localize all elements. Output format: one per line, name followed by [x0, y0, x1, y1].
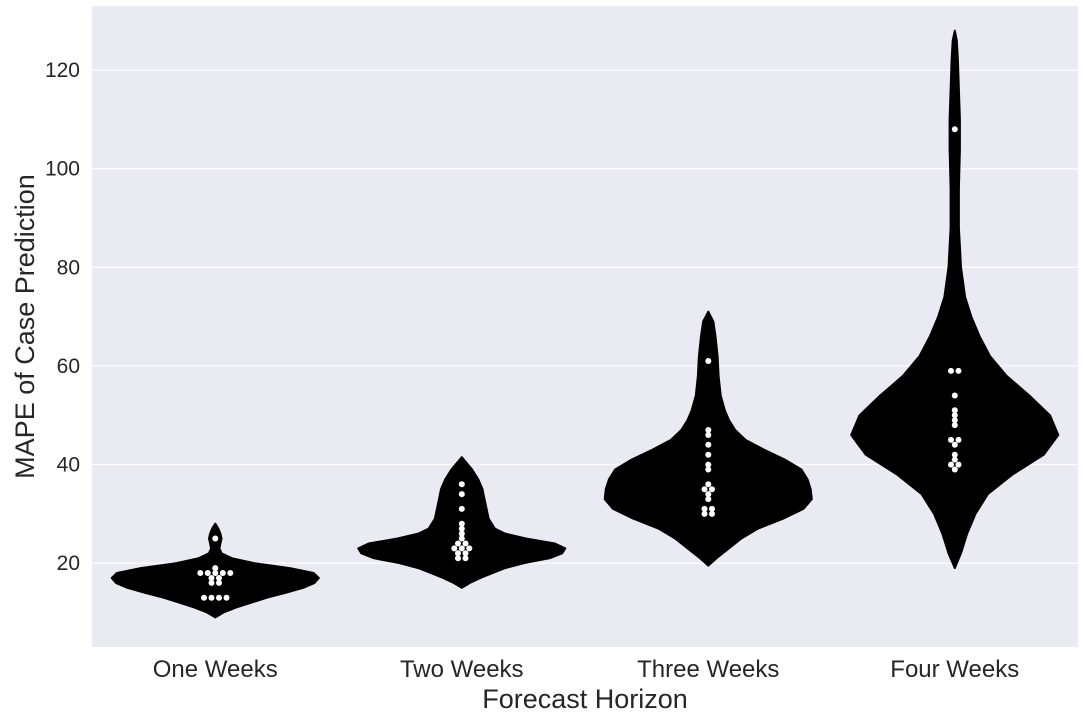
point-1-9 [197, 570, 204, 576]
point-1-6 [216, 579, 222, 586]
y-tick-label-100: 100 [45, 158, 80, 181]
point-3-14 [705, 432, 712, 438]
y-tick-label-60: 60 [57, 355, 80, 378]
point-1-10 [204, 570, 211, 576]
point-2-15 [458, 491, 465, 498]
x-tick-label-1: One Weeks [153, 656, 278, 683]
point-2-9 [462, 540, 469, 547]
x-tick-label-3: Three Weeks [637, 656, 779, 683]
data-points [197, 126, 962, 601]
point-3-4 [709, 505, 715, 512]
point-2-8 [455, 540, 461, 547]
point-2-13 [458, 520, 465, 527]
point-1-15 [212, 535, 219, 542]
point-3-13 [705, 441, 712, 448]
x-tick-label-4: Four Weeks [890, 656, 1019, 683]
point-4-8 [955, 436, 962, 443]
point-3-15 [705, 427, 712, 433]
point-2-2 [462, 555, 469, 562]
point-1-12 [219, 570, 226, 576]
point-3-3 [701, 505, 708, 512]
violin-3 [603, 310, 813, 567]
point-1-11 [212, 570, 219, 576]
point-3-8 [709, 486, 715, 493]
point-4-2 [948, 461, 954, 468]
point-3-6 [705, 491, 712, 498]
point-4-13 [951, 392, 958, 399]
x-tick-label-2: Two Weeks [400, 656, 524, 683]
point-2-4 [462, 550, 469, 557]
point-2-16 [458, 481, 465, 488]
plot-area [92, 6, 1078, 647]
point-2-6 [458, 545, 465, 552]
point-2-11 [458, 530, 465, 537]
gridlines [92, 69, 1078, 564]
x-axis-title: Forecast Horizon [482, 684, 688, 714]
point-2-5 [451, 545, 458, 552]
y-tick-label-20: 20 [57, 552, 80, 575]
point-3-9 [705, 481, 712, 488]
violin-4 [850, 29, 1060, 570]
point-4-14 [948, 367, 954, 374]
point-3-11 [705, 461, 712, 468]
point-1-5 [208, 579, 215, 586]
point-4-10 [951, 417, 958, 424]
point-1-7 [208, 575, 215, 581]
point-2-1 [455, 555, 461, 562]
point-2-14 [458, 505, 465, 512]
point-1-13 [227, 570, 234, 576]
point-4-1 [951, 466, 958, 473]
point-1-3 [216, 594, 222, 601]
point-2-10 [458, 535, 465, 542]
point-2-3 [455, 550, 461, 557]
point-3-7 [701, 486, 708, 493]
y-axis-title: MAPE of Case Prediction [10, 174, 40, 479]
point-2-12 [458, 525, 465, 532]
point-4-11 [951, 412, 958, 419]
y-tick-label-80: 80 [57, 256, 80, 279]
point-3-5 [705, 496, 712, 503]
point-3-2 [709, 510, 715, 517]
point-4-9 [951, 422, 958, 429]
point-3-1 [701, 510, 708, 517]
point-4-7 [948, 436, 954, 443]
point-3-10 [705, 466, 712, 473]
point-4-4 [951, 456, 958, 463]
point-3-12 [705, 451, 712, 458]
y-axis-ticks: 20 40 60 80 100 120 [45, 59, 80, 575]
point-4-16 [951, 126, 958, 133]
y-tick-label-40: 40 [57, 454, 80, 477]
point-2-7 [466, 545, 473, 552]
x-axis-ticks: One Weeks Two Weeks Three Weeks Four Weeks [153, 656, 1019, 683]
point-4-12 [951, 407, 958, 414]
point-4-5 [951, 451, 958, 458]
point-1-4 [223, 594, 230, 601]
y-tick-label-120: 120 [45, 59, 80, 82]
point-4-3 [955, 461, 962, 468]
point-1-1 [201, 594, 207, 601]
point-1-2 [208, 594, 215, 601]
point-1-14 [212, 565, 219, 572]
point-1-8 [216, 575, 222, 581]
point-4-6 [951, 441, 958, 448]
point-3-16 [705, 358, 712, 364]
point-4-15 [955, 367, 962, 374]
